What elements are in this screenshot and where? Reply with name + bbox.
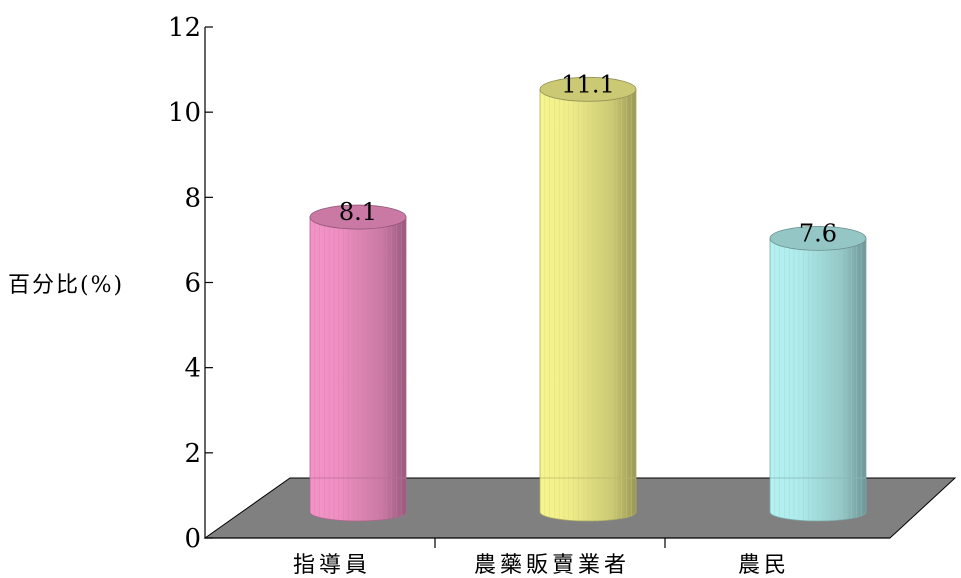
category-label: 指導員 — [293, 553, 371, 578]
bar: 8.1 — [309, 198, 407, 522]
bar-series: 8.1 11.1 7.6 — [309, 70, 867, 522]
y-tick-label: 10 — [168, 98, 201, 128]
y-tick-label: 6 — [184, 269, 201, 299]
y-tick-labels: 0 2 4 6 8 10 12 — [168, 13, 201, 554]
bar: 7.6 — [769, 219, 867, 522]
bar-top — [539, 76, 637, 102]
y-tick-label: 12 — [168, 13, 201, 43]
y-tick-label: 2 — [184, 439, 201, 469]
data-label: 11.1 — [561, 70, 614, 98]
data-label: 7.6 — [799, 219, 837, 247]
y-axis — [204, 26, 890, 548]
category-label: 農藥販賣業者 — [474, 553, 630, 578]
category-label: 農民 — [738, 553, 790, 578]
y-tick-label: 4 — [184, 354, 201, 384]
category-labels: 指導員 農藥販賣業者 農民 — [293, 553, 790, 578]
data-label: 8.1 — [339, 198, 377, 226]
y-axis-label: 百分比(%) — [8, 273, 124, 298]
y-tick-label: 0 — [184, 524, 201, 554]
bar-top — [769, 225, 867, 251]
bar: 11.1 — [539, 70, 637, 522]
bar-top — [309, 204, 407, 230]
y-tick-label: 8 — [184, 183, 201, 213]
